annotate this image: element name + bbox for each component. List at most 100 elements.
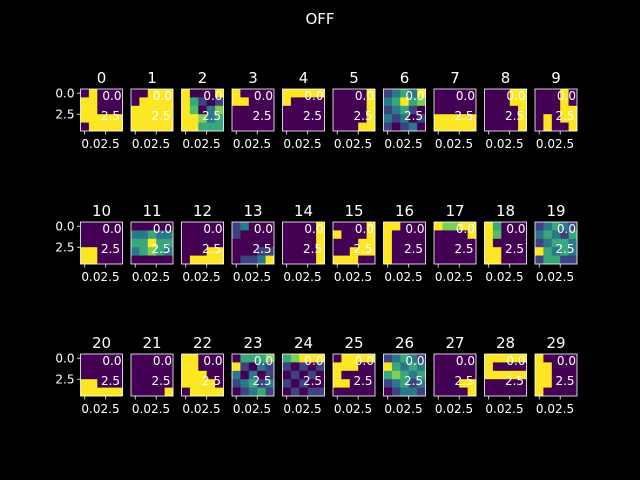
- heatmap-cell: [493, 89, 502, 98]
- heatmap-cell: [139, 371, 148, 380]
- panel-title: 23: [243, 334, 262, 352]
- heatmap-cell: [409, 123, 418, 132]
- heatmap-cell: [81, 97, 90, 106]
- heatmap-cell: [459, 123, 468, 132]
- heatmap-cell: [232, 247, 241, 256]
- heatmap-cell: [97, 123, 106, 132]
- heatmap-cell: [182, 247, 191, 256]
- overlay-label: 2.5: [202, 109, 221, 123]
- heatmap-cell: [232, 256, 241, 265]
- heatmap-cell: [384, 230, 393, 239]
- heatmap-cell: [283, 239, 292, 248]
- heatmap-cell: [182, 97, 191, 106]
- heatmap-cell: [139, 239, 148, 248]
- panel-title: 10: [92, 202, 111, 220]
- heatmap-cell: [89, 371, 98, 380]
- heatmap-cell: [316, 388, 325, 397]
- heatmap-cell: [434, 239, 443, 248]
- heatmap-cell: [434, 256, 443, 265]
- heatmap-cell: [89, 379, 98, 388]
- heatmap-cell: [190, 379, 199, 388]
- x-tick-label: 0.02.5: [334, 137, 372, 151]
- overlay-label: 2.5: [505, 242, 524, 256]
- heatmap-cell: [114, 123, 123, 132]
- overlay-label: 2.5: [151, 374, 170, 388]
- heatmap-cell: [384, 114, 393, 123]
- heatmap-cell: [442, 354, 451, 363]
- heatmap-cell: [182, 354, 191, 363]
- heatmap-cell: [341, 230, 350, 239]
- heatmap-cell: [552, 388, 561, 397]
- overlay-label: 2.5: [505, 374, 524, 388]
- heatmap-cell: [156, 256, 165, 265]
- heatmap-cell: [367, 388, 376, 397]
- heatmap-cell: [198, 256, 207, 265]
- heatmap-cell: [442, 97, 451, 106]
- overlay-label: 2.5: [303, 109, 322, 123]
- heatmap-cell: [89, 362, 98, 371]
- overlay-label: 0.0: [254, 222, 273, 236]
- x-tick-label: 0.02.5: [81, 270, 119, 284]
- overlay-label: 0.0: [456, 222, 475, 236]
- overlay-label: 2.5: [454, 374, 473, 388]
- heatmap-cell: [358, 388, 367, 397]
- overlay-label: 2.5: [353, 109, 372, 123]
- overlay-label: 2.5: [555, 242, 574, 256]
- y-tick-label: 0.0: [55, 220, 74, 234]
- heatmap-cell: [392, 256, 401, 265]
- heatmap-cell: [535, 379, 544, 388]
- heatmap-cell: [106, 388, 115, 397]
- heatmap-cell: [409, 256, 418, 265]
- heatmap-cell: [384, 97, 393, 106]
- heatmap-cell: [341, 256, 350, 265]
- heatmap-cell: [442, 371, 451, 380]
- heatmap-cell: [442, 106, 451, 115]
- heatmap-cell: [89, 114, 98, 123]
- panel-title: 14: [294, 202, 313, 220]
- x-tick-label: 0.02.5: [81, 137, 119, 151]
- heatmap-cell: [81, 239, 90, 248]
- overlay-label: 2.5: [555, 109, 574, 123]
- heatmap-cell: [81, 114, 90, 123]
- heatmap-cell: [89, 256, 98, 265]
- heatmap-cell: [333, 222, 342, 231]
- heatmap-cell: [560, 123, 569, 132]
- x-tick-label: 0.02.5: [132, 137, 170, 151]
- heatmap-cell: [283, 230, 292, 239]
- heatmap-cell: [81, 354, 90, 363]
- overlay-label: 2.5: [252, 242, 271, 256]
- heatmap-cell: [81, 388, 90, 397]
- heatmap-cell: [165, 388, 174, 397]
- heatmap-cell: [367, 256, 376, 265]
- heatmap-cell: [283, 362, 292, 371]
- heatmap-cell: [417, 123, 426, 132]
- heatmap-cell: [392, 388, 401, 397]
- heatmap-cell: [190, 222, 199, 231]
- heatmap-cell: [291, 89, 300, 98]
- heatmap-cell: [485, 230, 494, 239]
- heatmap-cell: [182, 371, 191, 380]
- overlay-label: 0.0: [203, 354, 222, 368]
- heatmap-cell: [392, 89, 401, 98]
- overlay-label: 0.0: [304, 354, 323, 368]
- heatmap-cell: [442, 230, 451, 239]
- heatmap-cell: [232, 230, 241, 239]
- heatmap-cell: [156, 123, 165, 132]
- heatmap-cell: [283, 247, 292, 256]
- heatmap-cell: [266, 256, 275, 265]
- heatmap-cell: [384, 371, 393, 380]
- heatmap-cell: [240, 388, 249, 397]
- heatmap-cell: [333, 230, 342, 239]
- heatmap-cell: [283, 371, 292, 380]
- heatmap-cell: [358, 123, 367, 132]
- heatmap-cell: [392, 222, 401, 231]
- heatmap-cell: [434, 97, 443, 106]
- heatmap-cell: [283, 97, 292, 106]
- heatmap-cell: [291, 114, 300, 123]
- heatmap-cell: [333, 247, 342, 256]
- heatmap-cell: [333, 97, 342, 106]
- heatmap-cell: [232, 354, 241, 363]
- heatmap-cell: [392, 354, 401, 363]
- heatmap-cell: [291, 97, 300, 106]
- heatmap-cell: [190, 123, 199, 132]
